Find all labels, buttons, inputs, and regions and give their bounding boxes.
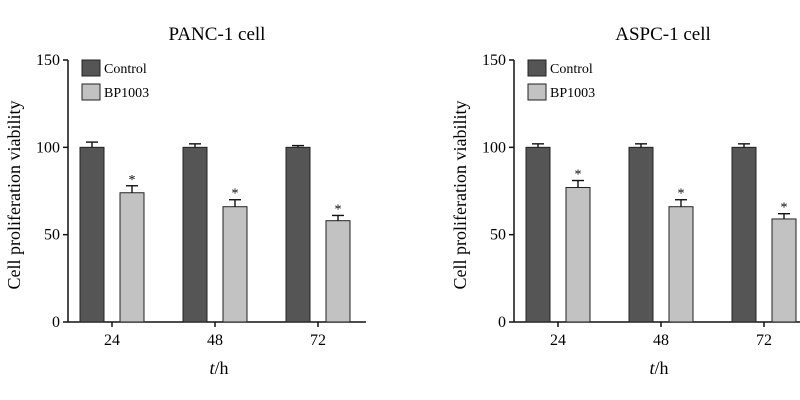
legend-swatch-control	[81, 59, 101, 77]
y-tick-label: 50	[44, 227, 60, 244]
bar-control-24	[525, 146, 551, 323]
y-tick-label: 50	[490, 227, 506, 244]
bar-bp1003-24	[119, 192, 145, 323]
chart-title: ASPC-1 cell	[615, 24, 711, 45]
y-tick-label: 150	[482, 52, 506, 69]
significance-marker: *	[781, 201, 788, 216]
legend-label-bp1003: BP1003	[104, 86, 149, 101]
bar-control-72	[285, 146, 311, 323]
significance-marker: *	[129, 173, 136, 188]
y-tick-label: 100	[482, 139, 506, 156]
significance-marker: *	[678, 187, 685, 202]
y-tick-label: 100	[36, 139, 60, 156]
significance-marker: *	[335, 202, 342, 217]
legend-swatch-bp1003	[527, 83, 547, 101]
x-axis-label-unit: /h	[655, 358, 669, 378]
x-axis-label: t/h	[649, 358, 668, 378]
significance-marker: *	[232, 187, 239, 202]
x-tick-label: 72	[756, 332, 772, 349]
y-tick-label: 0	[498, 314, 506, 331]
bar-bp1003-48	[668, 206, 694, 323]
x-tick-label: 72	[310, 332, 326, 349]
x-tick-label: 24	[550, 332, 566, 349]
y-tick-label: 150	[36, 52, 60, 69]
x-axis-label-italic: t	[649, 358, 655, 378]
chart-panel-1: PANC-1 cell 0 50 100 150 Cell proliferation v…	[4, 24, 366, 378]
x-axis-label: t/h	[209, 358, 228, 378]
x-axis-label-italic: t	[209, 358, 215, 378]
chart-title: PANC-1 cell	[169, 24, 266, 45]
bar-bp1003-24	[565, 187, 591, 323]
x-axis-label-unit: /h	[215, 358, 229, 378]
significance-marker: *	[575, 168, 582, 183]
bar-bp1003-72	[325, 220, 351, 323]
bar-bp1003-48	[222, 206, 248, 323]
legend-swatch-bp1003	[81, 83, 101, 101]
bar-bp1003-72	[771, 218, 797, 323]
bar-control-72	[731, 146, 757, 323]
x-tick-label: 48	[207, 332, 223, 349]
y-axis-label: Cell proliferation viability	[4, 101, 24, 290]
x-tick-label: 48	[653, 332, 669, 349]
legend-label-control: Control	[550, 62, 593, 77]
legend-label-bp1003: BP1003	[550, 86, 595, 101]
bar-control-48	[182, 146, 208, 323]
bar-control-48	[628, 146, 654, 323]
bar-control-24	[79, 146, 105, 323]
chart-panel-2: ASPC-1 cell 0 50 100 150 Cell proliferation v…	[450, 24, 800, 378]
x-tick-label: 24	[104, 332, 120, 349]
legend-swatch-control	[527, 59, 547, 77]
y-axis-label: Cell proliferation viability	[450, 101, 470, 290]
y-tick-label: 0	[52, 314, 60, 331]
legend-label-control: Control	[104, 62, 147, 77]
